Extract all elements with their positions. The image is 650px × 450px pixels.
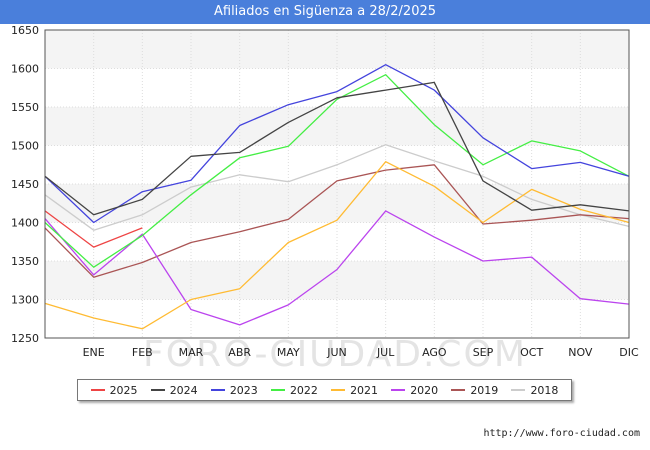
y-tick-label: 1600 [11, 63, 39, 76]
y-tick-label: 1350 [11, 255, 39, 268]
legend-item-2021: 2021 [331, 384, 378, 397]
x-tick-label: MAR [179, 346, 204, 359]
y-tick-label: 1500 [11, 140, 39, 153]
series-line-2022 [44, 74, 630, 268]
x-tick-label: AGO [422, 346, 447, 359]
legend-label: 2020 [410, 383, 439, 397]
legend: 2025 2024 2023 2022 2021 2020 2019 2018 [77, 379, 572, 401]
axes [44, 29, 630, 339]
legend-item-2020: 2020 [391, 384, 438, 397]
grid-band [45, 261, 629, 300]
y-tick-label: 1650 [11, 24, 39, 37]
x-tick-label: JUL [376, 346, 395, 359]
y-tick-label: 1550 [11, 101, 39, 114]
legend-swatch [391, 389, 406, 391]
legend-item-2019: 2019 [451, 384, 498, 397]
legend-label: 2025 [109, 383, 138, 397]
legend-swatch [331, 389, 346, 391]
legend-label: 2024 [169, 383, 198, 397]
legend-label: 2023 [229, 383, 258, 397]
series-line-2020 [44, 210, 630, 326]
x-tick-label: NOV [568, 346, 593, 359]
legend-swatch [511, 389, 526, 391]
legend-item-2024: 2024 [150, 383, 198, 397]
grid-band [45, 30, 629, 69]
plot-frame [44, 29, 630, 339]
x-tick-labels: ENE FEB MAR ABR MAY JUN JUL AGO SEP OCT NOV DIC [83, 346, 639, 359]
footer-url: http://www.foro-ciudad.com [483, 428, 640, 439]
x-tick-label: DIC [619, 346, 639, 359]
legend-item-2023: 2023 [210, 383, 258, 397]
y-tick-label: 1250 [11, 332, 39, 345]
x-tick-label: OCT [520, 346, 543, 359]
series-line-2023 [44, 64, 630, 224]
chart-title: Afiliados en Sigüenza a 28/2/2025 [0, 0, 650, 24]
series-lines [44, 64, 630, 330]
legend-swatch [451, 389, 466, 391]
legend-item-2025: 2025 [90, 383, 138, 397]
x-tick-label: ENE [83, 346, 105, 359]
legend-swatch [150, 389, 165, 391]
x-tick-label: MAY [277, 346, 300, 359]
series-line-2025 [44, 210, 143, 248]
x-tick-label: ABR [228, 346, 251, 359]
series-line-2018 [44, 144, 630, 231]
x-tick-label: SEP [473, 346, 494, 359]
legend-label: 2022 [289, 383, 318, 397]
y-tick-labels: 1250 1300 1350 1400 1450 1500 1550 1600 1650 [11, 24, 39, 345]
watermark-text: FORO-CIUDAD.COM [143, 334, 527, 375]
legend-label: 2019 [470, 383, 499, 397]
x-tick-label: JUN [326, 346, 347, 359]
y-tick-label: 1400 [11, 217, 39, 230]
legend-label: 2021 [350, 383, 379, 397]
legend-item-2022: 2022 [270, 383, 318, 397]
series-line-2019 [44, 164, 630, 278]
series-line-2021 [44, 161, 630, 330]
legend-label: 2018 [530, 383, 559, 397]
series-line-2024 [44, 81, 630, 216]
x-tick-label: FEB [132, 346, 153, 359]
legend-item-2018: 2018 [511, 384, 558, 397]
legend-swatch [90, 389, 105, 391]
legend-swatch [210, 389, 225, 391]
y-tick-label: 1450 [11, 178, 39, 191]
legend-swatch [270, 389, 285, 391]
y-tick-label: 1300 [11, 294, 39, 307]
